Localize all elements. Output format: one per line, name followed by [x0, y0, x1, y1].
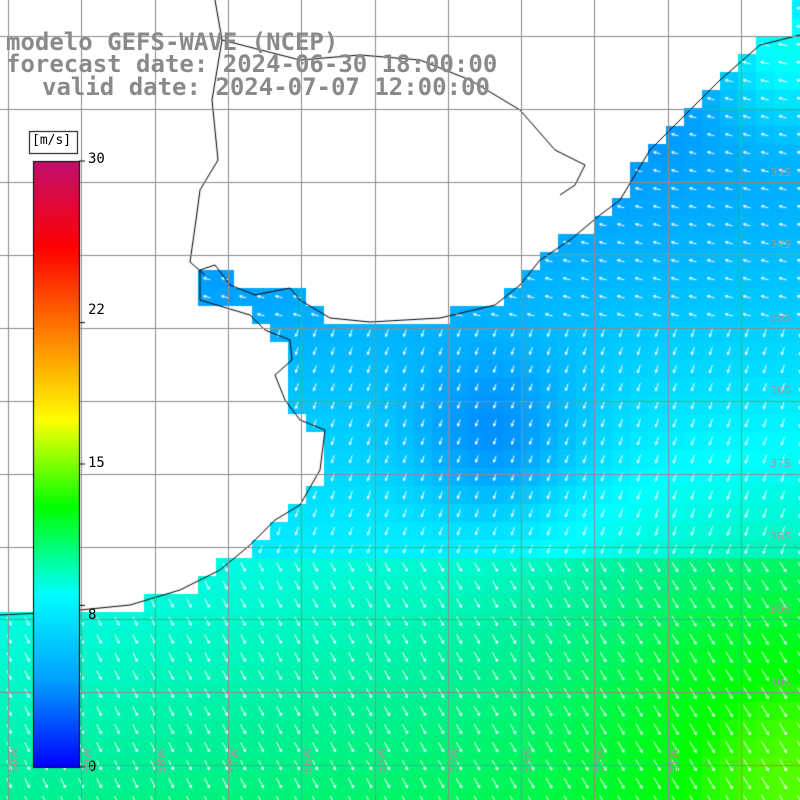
- lon-label: 52W: [594, 748, 607, 773]
- colorbar-tick-30: 30: [88, 151, 105, 167]
- lat-label: 38S: [770, 530, 791, 543]
- lon-label: 57W: [228, 748, 241, 773]
- lon-label: 56W: [301, 748, 314, 773]
- lat-label: 33S: [770, 166, 791, 179]
- lon-label: 51W: [668, 748, 681, 773]
- lat-label: 39S: [770, 603, 791, 616]
- lat-label: 37S: [770, 457, 791, 470]
- forecast-date: forecast date: 2024-06-30 18:00:00: [6, 50, 498, 78]
- lat-label: 35S: [770, 311, 791, 324]
- valid-date: valid date: 2024-07-07 12:00:00: [42, 73, 490, 101]
- lon-label: 60W: [8, 748, 21, 773]
- lon-label: 54W: [448, 748, 461, 773]
- colorbar-tick-8: 8: [88, 607, 97, 623]
- model-title: modelo GEFS-WAVE (NCEP): [6, 28, 339, 56]
- lon-label: 53W: [521, 748, 534, 773]
- colorbar-tick-15: 15: [88, 455, 105, 471]
- colorbar-tick-22: 22: [88, 302, 105, 318]
- colorbar-unit: [m/s]: [32, 133, 72, 148]
- lat-label: 40S: [770, 676, 791, 689]
- lon-label: 59W: [81, 748, 94, 773]
- lat-label: 36S: [770, 384, 791, 397]
- colorbar-tick-0: 0: [88, 759, 97, 775]
- lat-label: 34S: [770, 238, 791, 251]
- lon-label: 58W: [155, 748, 168, 773]
- lon-label: 55W: [375, 748, 388, 773]
